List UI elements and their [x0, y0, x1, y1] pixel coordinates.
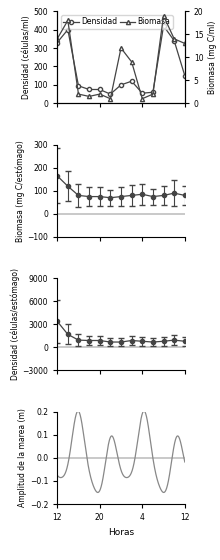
Y-axis label: Biomasa (mg C/estómago): Biomasa (mg C/estómago) [15, 140, 24, 242]
Densidad [130, 78, 133, 85]
Densidad [77, 82, 80, 89]
Biomasa [109, 95, 112, 102]
Densidad [152, 89, 154, 96]
Densidad [66, 26, 69, 33]
X-axis label: Horas: Horas [108, 528, 134, 536]
Line: Densidad: Densidad [55, 24, 187, 96]
Biomasa [98, 91, 101, 97]
Densidad [109, 91, 112, 97]
Y-axis label: Densidad (células/ml): Densidad (células/ml) [22, 16, 31, 99]
Biomasa [66, 17, 69, 24]
Densidad [88, 86, 90, 93]
Biomasa [120, 45, 122, 52]
Y-axis label: Biomasa (mg C/ml): Biomasa (mg C/ml) [208, 21, 217, 94]
Densidad [98, 86, 101, 93]
Biomasa [173, 35, 176, 42]
Biomasa [152, 91, 154, 97]
Biomasa [130, 58, 133, 65]
Y-axis label: Amplitud de la marea (m): Amplitud de la marea (m) [18, 408, 27, 507]
Biomasa [88, 93, 90, 100]
Biomasa [77, 91, 80, 97]
Densidad [173, 38, 176, 44]
Densidad [162, 22, 165, 29]
Biomasa [183, 40, 186, 47]
Biomasa [56, 35, 59, 42]
Y-axis label: Densidad (células/estómago): Densidad (células/estómago) [10, 268, 20, 380]
Biomasa [162, 12, 165, 19]
Densidad [141, 90, 144, 96]
Densidad [183, 72, 186, 79]
Biomasa [141, 95, 144, 102]
Densidad [56, 39, 59, 46]
Line: Biomasa: Biomasa [55, 14, 187, 101]
Legend: Densidad, Biomasa: Densidad, Biomasa [61, 15, 173, 29]
Densidad [120, 82, 122, 88]
